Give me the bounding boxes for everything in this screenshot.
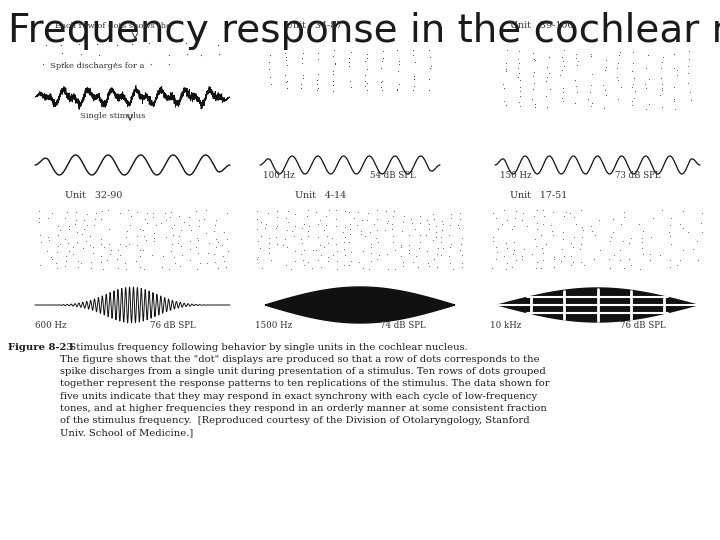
Text: Unit   32-90: Unit 32-90 [65,191,122,200]
Text: Unit   17-51: Unit 17-51 [510,191,567,200]
Text: 54 dB SPL: 54 dB SPL [370,171,415,180]
Text: Figure 8-23: Figure 8-23 [8,343,73,352]
Text: 76 dB SPL: 76 dB SPL [150,321,196,330]
Text: 73 dB SPL: 73 dB SPL [615,171,661,180]
Text: 600 Hz: 600 Hz [35,321,67,330]
Text: 76 dB SPL: 76 dB SPL [620,321,666,330]
Text: Unit   4-14: Unit 4-14 [295,191,346,200]
Polygon shape [498,288,698,322]
Text: 100 Hz: 100 Hz [263,171,294,180]
Text: Unit   34-87: Unit 34-87 [285,21,342,30]
Text: 1500 Hz: 1500 Hz [255,321,292,330]
Text: Each row of dots shows the: Each row of dots shows the [55,22,171,30]
Text: Stimulus frequency following behavior by single units in the cochlear nucleus.
T: Stimulus frequency following behavior by… [60,343,549,437]
Text: 150 Hz: 150 Hz [500,171,531,180]
Text: 74 dB SPL: 74 dB SPL [380,321,426,330]
Text: Single stimulus: Single stimulus [80,112,145,120]
Text: Frequency response in the cochlear nucleus: Frequency response in the cochlear nucle… [8,12,720,50]
Polygon shape [265,287,455,323]
Text: 10 kHz: 10 kHz [490,321,521,330]
Text: Unit   39-100: Unit 39-100 [510,21,573,30]
Text: Spike discharges for a: Spike discharges for a [50,62,145,70]
